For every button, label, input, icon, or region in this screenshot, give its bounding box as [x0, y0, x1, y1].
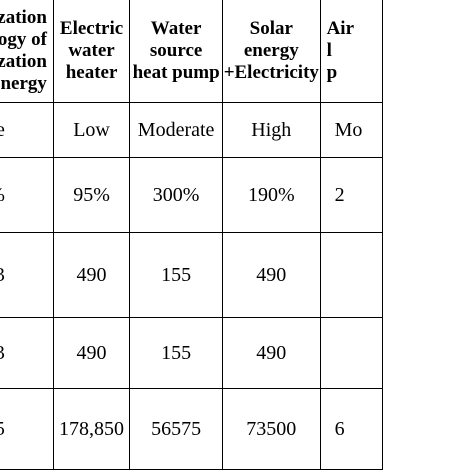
header-cell-electric-water-heater: Electric water heater [52, 0, 131, 103]
header-cell-solar-electricity: Solar energy +Electricity [222, 0, 321, 103]
table-cell: 490 [52, 317, 131, 389]
table-cell: Low [52, 102, 131, 158]
table-cell: 103 [0, 232, 54, 318]
table-row: 37,595 178,850 56575 73500 6 [0, 388, 384, 470]
table-row: oderate Low Moderate High Mo [0, 102, 384, 158]
table-row: 450% 95% 300% 190% 2 [0, 157, 384, 233]
table-cell: 190% [222, 157, 321, 233]
table-cell: oderate [0, 102, 54, 158]
table-cell [319, 317, 384, 389]
table-cell: 450% [0, 157, 54, 233]
table-cell: Moderate [129, 102, 224, 158]
table-cell: 155 [129, 232, 224, 318]
header-cell-air-source: Air l p [319, 0, 384, 103]
table-cell: 490 [52, 232, 131, 318]
table-cell: 490 [222, 232, 321, 318]
table-cell: 155 [129, 317, 224, 389]
header-cell-water-source-heat-pump: Water source heat pump [129, 0, 224, 103]
table-cell: 95% [52, 157, 131, 233]
comparison-table: utilization nology of merization energy … [0, 0, 384, 470]
table-row: 103 490 155 490 [0, 317, 384, 389]
table-cell: High [222, 102, 321, 158]
table-row: 103 490 155 490 [0, 232, 384, 318]
table-cell: Mo [319, 102, 384, 158]
table-cell: 300% [129, 157, 224, 233]
table-cell: 2 [319, 157, 384, 233]
header-cell-technology: utilization nology of merization energy [0, 0, 54, 103]
table-header-row: utilization nology of merization energy … [0, 0, 384, 103]
table-cell: 6 [319, 388, 384, 470]
table-cell: 103 [0, 317, 54, 389]
table-cell: 490 [222, 317, 321, 389]
table-cell [319, 232, 384, 318]
table-cell: 37,595 [0, 388, 54, 470]
table-cell: 56575 [129, 388, 224, 470]
table-cell: 73500 [222, 388, 321, 470]
table-cell: 178,850 [52, 388, 131, 470]
